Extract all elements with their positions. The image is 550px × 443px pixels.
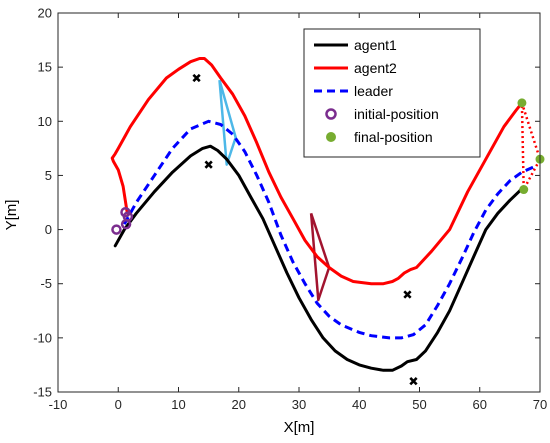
legend-label: leader bbox=[354, 83, 393, 99]
y-axis-label: Y[m] bbox=[3, 200, 20, 231]
x-tick-label: 50 bbox=[412, 397, 426, 412]
x-tick-label: 60 bbox=[473, 397, 487, 412]
legend-swatch bbox=[325, 108, 337, 120]
x-tick-label: 30 bbox=[292, 397, 306, 412]
y-tick-label: -5 bbox=[40, 276, 52, 291]
x-tick-label: 40 bbox=[352, 397, 366, 412]
obstacle-marker bbox=[204, 160, 213, 169]
y-tick-label: 15 bbox=[38, 60, 52, 75]
y-tick-label: 0 bbox=[45, 222, 52, 237]
obstacle-stroke bbox=[204, 160, 213, 169]
x-tick-label: 10 bbox=[171, 397, 185, 412]
final-position-marker bbox=[519, 185, 529, 195]
x-tick-label: 20 bbox=[232, 397, 246, 412]
initial-position-marker bbox=[120, 206, 131, 218]
legend-item: agent2 bbox=[314, 60, 397, 76]
y-tick-label: -10 bbox=[33, 330, 52, 345]
obstacle-marker bbox=[403, 290, 412, 299]
obstacle-marker bbox=[192, 73, 201, 83]
x-axis-label: X[m] bbox=[284, 419, 315, 436]
formation-shape bbox=[309, 212, 331, 302]
legend-item: agent1 bbox=[314, 37, 397, 53]
obstacle-stroke bbox=[409, 377, 418, 386]
legend-item: initial-position bbox=[325, 106, 439, 122]
legend-item: leader bbox=[314, 83, 393, 99]
obstacle-stroke bbox=[192, 73, 201, 83]
legend-swatch bbox=[326, 132, 336, 142]
y-tick-label: 20 bbox=[38, 6, 52, 21]
initial-position-marker bbox=[111, 224, 122, 235]
formation-shape bbox=[218, 79, 237, 166]
y-tick-label: 5 bbox=[45, 168, 52, 183]
x-tick-label: 70 bbox=[533, 397, 547, 412]
plot-area bbox=[110, 57, 545, 386]
series-agent2 bbox=[110, 57, 524, 286]
legend-item: final-position bbox=[326, 129, 433, 145]
legend-label: final-position bbox=[354, 129, 433, 145]
legend: agent1 agent2 leader initial-position final-… bbox=[303, 28, 481, 158]
obstacle-stroke bbox=[403, 290, 412, 299]
y-tick-label: 10 bbox=[38, 114, 52, 129]
legend-label: agent2 bbox=[354, 60, 397, 76]
legend-label: agent1 bbox=[354, 37, 397, 53]
y-tick-label: -15 bbox=[33, 385, 52, 400]
x-tick-label: -10 bbox=[49, 397, 68, 412]
formation-shape bbox=[520, 102, 542, 191]
x-tick-label: 0 bbox=[115, 397, 122, 412]
final-position-marker bbox=[517, 98, 527, 108]
series-leader bbox=[122, 119, 535, 340]
obstacle-marker bbox=[409, 377, 418, 386]
legend-label: initial-position bbox=[354, 106, 439, 122]
series-agent1 bbox=[113, 144, 524, 372]
